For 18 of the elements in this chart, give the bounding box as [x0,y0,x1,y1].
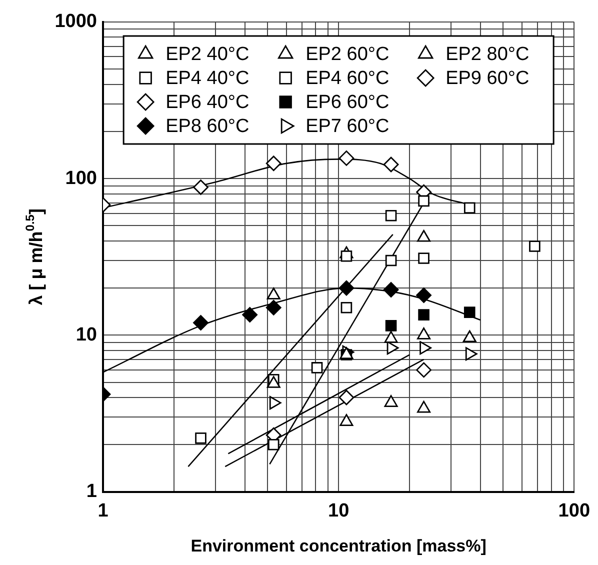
legend-label: EP8 60°C [166,116,250,138]
y-tick-label: 1 [86,481,98,502]
x-axis-title: Environment concentration [mass%] [190,536,486,556]
y-tick-label: 100 [65,168,97,189]
legend-label: EP4 40°C [166,68,250,90]
y-tick-label: 10 [76,324,97,346]
legend-label: EP6 60°C [306,92,390,114]
legend-label: EP2 80°C [446,44,530,66]
legend-label: EP9 60°C [446,68,530,90]
x-tick-label: 10 [328,500,350,522]
x-tick-label: 100 [558,500,590,522]
legend-label: EP4 60°C [306,68,390,90]
legend-label: EP7 60°C [306,116,390,138]
y-tick-label: 1000 [54,11,97,32]
y-axis-title: λ [ μ m/h0.5] [23,208,46,306]
legend-label: EP6 40°C [166,92,250,114]
legend-label: EP2 60°C [306,44,390,66]
legend-label: EP2 40°C [166,44,250,66]
